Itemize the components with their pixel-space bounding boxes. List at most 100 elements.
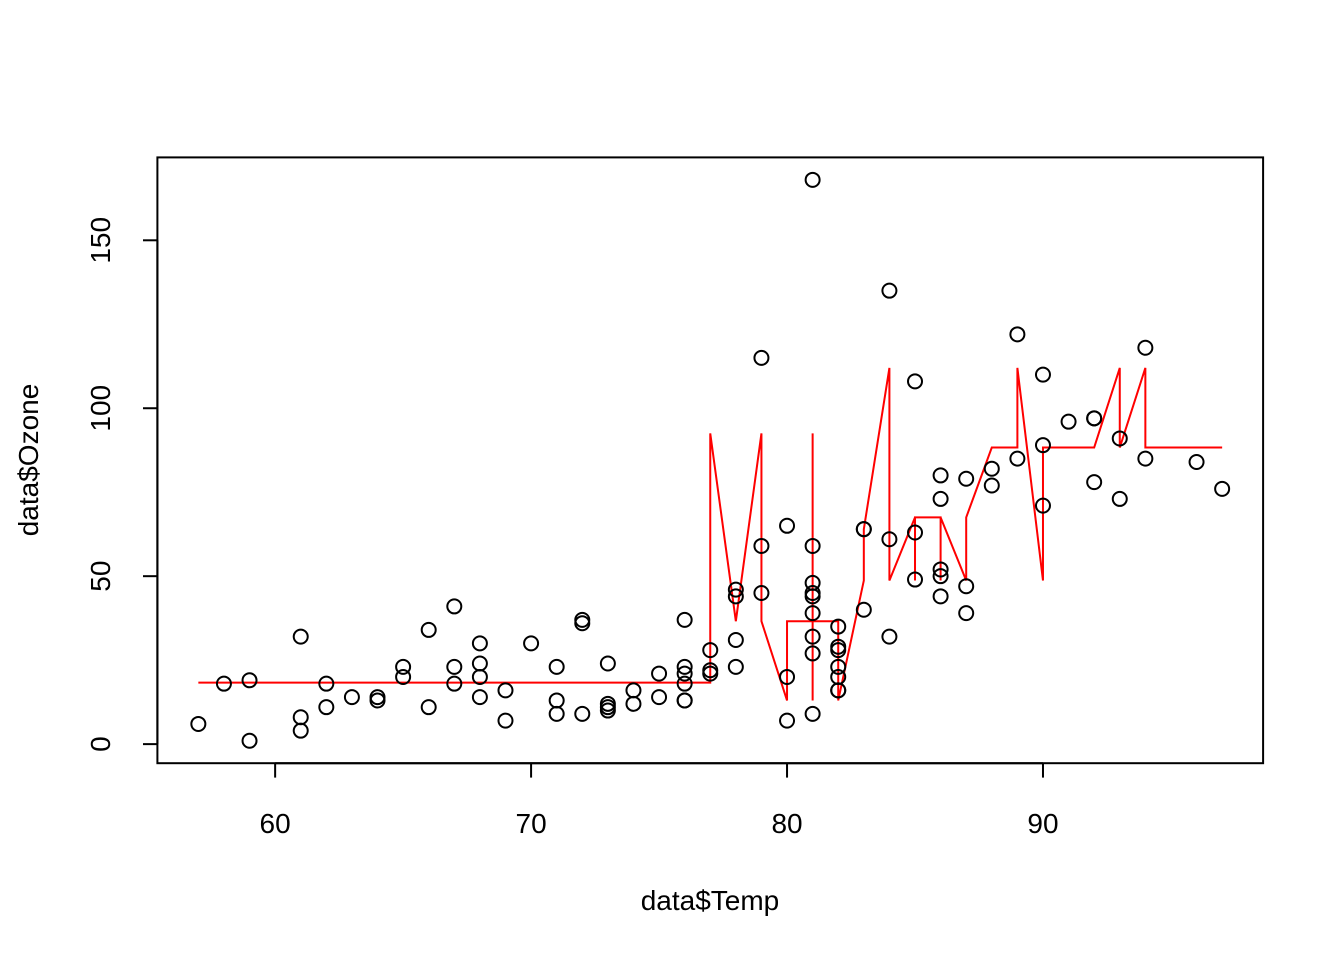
points-layer — [190, 171, 1231, 749]
data-point — [804, 628, 821, 645]
data-point — [548, 692, 565, 709]
data-point — [727, 588, 744, 605]
data-point — [932, 467, 949, 484]
data-point — [625, 695, 642, 712]
data-point — [523, 635, 540, 652]
data-point — [702, 642, 719, 659]
data-point — [753, 349, 770, 366]
data-point — [727, 581, 744, 598]
x-axis-title: data$Temp — [641, 885, 780, 916]
data-point — [804, 537, 821, 554]
data-point — [1137, 450, 1154, 467]
y-tick-label: 150 — [85, 217, 116, 264]
fit-line — [198, 367, 1223, 701]
data-point — [932, 490, 949, 507]
data-point — [932, 588, 949, 605]
data-point — [446, 658, 463, 675]
data-point — [855, 521, 872, 538]
data-point — [574, 611, 591, 628]
data-point — [676, 675, 693, 692]
data-point — [395, 658, 412, 675]
data-point — [983, 477, 1000, 494]
x-tick-label: 90 — [1027, 808, 1058, 839]
data-point — [599, 699, 616, 716]
y-tick-label: 50 — [85, 561, 116, 592]
data-point — [651, 665, 668, 682]
data-point — [292, 709, 309, 726]
data-point — [651, 689, 668, 706]
data-point — [471, 668, 488, 685]
data-point — [676, 658, 693, 675]
data-point — [830, 642, 847, 659]
data-point — [779, 517, 796, 534]
data-point — [471, 689, 488, 706]
data-point — [958, 578, 975, 595]
data-point — [446, 598, 463, 615]
x-axis: 60 70 80 90 — [260, 762, 1059, 839]
data-point — [1137, 339, 1154, 356]
x-tick-label: 70 — [516, 808, 547, 839]
x-tick-label: 80 — [771, 808, 802, 839]
data-point — [676, 692, 693, 709]
data-point — [727, 631, 744, 648]
data-point — [676, 665, 693, 682]
data-point — [190, 715, 207, 732]
y-axis-title: data$Ozone — [13, 384, 44, 537]
data-point — [779, 712, 796, 729]
data-point — [907, 524, 924, 541]
data-point — [804, 645, 821, 662]
data-point — [1111, 490, 1128, 507]
data-point — [1086, 474, 1103, 491]
data-point — [1034, 366, 1051, 383]
data-point — [804, 605, 821, 622]
data-point — [702, 665, 719, 682]
fit-line-layer — [198, 367, 1223, 701]
data-point — [881, 531, 898, 548]
data-point — [574, 615, 591, 632]
data-point — [241, 672, 258, 689]
data-point — [753, 537, 770, 554]
data-point — [1214, 480, 1231, 497]
y-tick-label: 0 — [85, 736, 116, 752]
data-point — [318, 699, 335, 716]
data-point — [369, 692, 386, 709]
data-point — [625, 682, 642, 699]
data-point — [574, 705, 591, 722]
data-point — [1188, 453, 1205, 470]
data-point — [1086, 410, 1103, 427]
data-point — [599, 655, 616, 672]
data-point — [804, 171, 821, 188]
data-point — [932, 568, 949, 585]
y-axis: 0 50 100 150 — [85, 217, 159, 752]
data-point — [907, 373, 924, 390]
data-point — [804, 588, 821, 605]
data-point — [343, 689, 360, 706]
x-tick-label: 60 — [260, 808, 291, 839]
data-point — [420, 621, 437, 638]
data-point — [1111, 430, 1128, 447]
data-point — [497, 682, 514, 699]
data-point — [753, 584, 770, 601]
data-point — [369, 689, 386, 706]
data-point — [471, 655, 488, 672]
data-point — [881, 282, 898, 299]
data-point — [1009, 450, 1026, 467]
data-point — [676, 611, 693, 628]
data-point — [292, 628, 309, 645]
data-point — [1009, 326, 1026, 343]
data-point — [932, 561, 949, 578]
data-point — [958, 605, 975, 622]
data-point — [830, 658, 847, 675]
data-point — [318, 675, 335, 692]
y-tick-label: 100 — [85, 385, 116, 432]
data-point — [881, 628, 898, 645]
data-point — [599, 702, 616, 719]
data-point — [497, 712, 514, 729]
data-point — [958, 470, 975, 487]
data-point — [727, 658, 744, 675]
data-point — [548, 658, 565, 675]
data-point — [395, 668, 412, 685]
data-point — [548, 705, 565, 722]
data-point — [241, 732, 258, 749]
